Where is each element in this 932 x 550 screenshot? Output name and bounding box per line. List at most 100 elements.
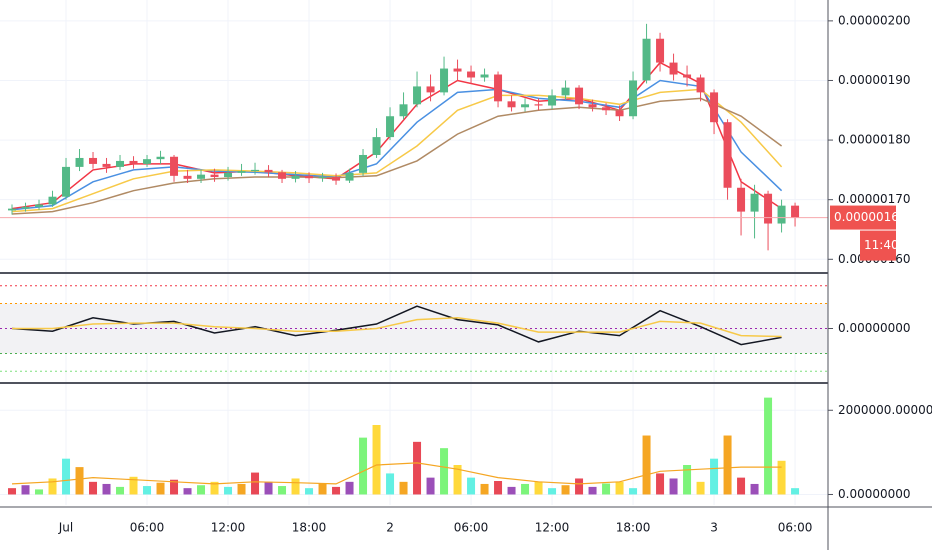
volume-bar [467, 477, 476, 495]
volume-bar [534, 481, 543, 495]
volume-bar [575, 478, 584, 495]
candle-body [480, 74, 489, 78]
candle-body [197, 174, 206, 179]
candle-body [669, 62, 678, 75]
volume-bar [561, 485, 570, 495]
volume-bar [224, 486, 233, 495]
last-price-label: 0.00000167 [834, 210, 907, 224]
volume-bar [102, 483, 111, 495]
volume-bar [521, 483, 530, 495]
candle-body [35, 204, 44, 207]
candle-body [210, 174, 219, 178]
candle-body [588, 104, 597, 108]
volume-bar [669, 478, 678, 495]
volume-bar [21, 485, 30, 495]
moving-average-line [11, 79, 783, 211]
candle-body [21, 206, 30, 209]
candle-body [534, 104, 543, 106]
candle-body [629, 80, 638, 117]
x-tick-label: 3 [710, 521, 718, 535]
candle-body [723, 122, 732, 188]
candle-body [359, 154, 368, 173]
volume-bar [372, 425, 381, 495]
candle-body [89, 157, 98, 164]
volume-bar [588, 486, 597, 495]
candle-body [777, 205, 786, 224]
y-tick-label: 0.00000190 [838, 73, 911, 87]
candle-body [237, 171, 246, 173]
oscillator-line [12, 317, 782, 338]
volume-bar [8, 488, 17, 495]
volume-bar [494, 481, 503, 495]
volume-average-line [11, 462, 782, 485]
volume-bar [278, 486, 287, 495]
candle-body [372, 137, 381, 155]
countdown-box [860, 230, 896, 261]
volume-bar [116, 486, 125, 495]
volume-bar [345, 481, 354, 495]
volume-bar [89, 481, 98, 495]
volume-bar [480, 483, 489, 495]
mark-layer [0, 23, 828, 495]
candle-body [170, 156, 179, 176]
volume-bar [143, 486, 152, 495]
volume-bar [305, 488, 314, 495]
candle-body [156, 156, 165, 160]
candle-body [291, 175, 300, 179]
candle-body [48, 196, 57, 205]
y-tick-label: 0.00000200 [838, 13, 911, 27]
volume-bar [507, 486, 516, 495]
volume-bar [777, 460, 786, 495]
x-tick-label: 06:00 [454, 521, 489, 535]
volume-bar [48, 478, 57, 495]
candle-body [8, 208, 17, 211]
volume-bar [683, 465, 692, 495]
candle-body [399, 104, 408, 117]
moving-average-line [11, 97, 783, 215]
y-tick-label: 0.00000000 [838, 321, 911, 335]
volume-bar [750, 483, 759, 495]
volume-bar [237, 483, 246, 495]
volume-bar [251, 472, 260, 495]
y-tick-label: 0.00000180 [838, 133, 911, 147]
candle-body [683, 74, 692, 78]
x-tick-label: 12:00 [211, 521, 246, 535]
candle-body [521, 104, 530, 108]
moving-average-line [11, 61, 783, 210]
volume-bar [440, 448, 449, 495]
candle-body [710, 92, 719, 123]
x-tick-label: 06:00 [778, 521, 813, 535]
volume-bar [359, 437, 368, 495]
candle-body [561, 87, 570, 96]
volume-bar [764, 397, 773, 495]
x-tick-label: 12:00 [535, 521, 570, 535]
volume-bar [791, 488, 800, 495]
candle-body [345, 172, 354, 181]
moving-average-line [11, 88, 783, 213]
candle-body [696, 77, 705, 93]
candle-body [494, 74, 503, 102]
candle-body [143, 159, 152, 164]
candle-body [183, 175, 192, 179]
candle-body [318, 177, 327, 179]
candle-body [62, 166, 71, 197]
volume-bar [656, 473, 665, 495]
y-tick-label: 0.00000000 [838, 487, 911, 501]
candle-body [602, 107, 611, 111]
volume-bar [170, 479, 179, 495]
volume-bar [723, 435, 732, 495]
volume-bar [183, 488, 192, 495]
volume-bar [548, 488, 557, 495]
candle-body [656, 38, 665, 63]
volume-bar [156, 482, 165, 495]
volume-bar [318, 483, 327, 495]
candle-body [764, 193, 773, 224]
candle-body [305, 175, 314, 179]
candle-body [426, 86, 435, 93]
candle-body [575, 87, 584, 105]
candle-body [386, 116, 395, 138]
candle-body [75, 157, 84, 167]
candle-body [750, 193, 759, 212]
